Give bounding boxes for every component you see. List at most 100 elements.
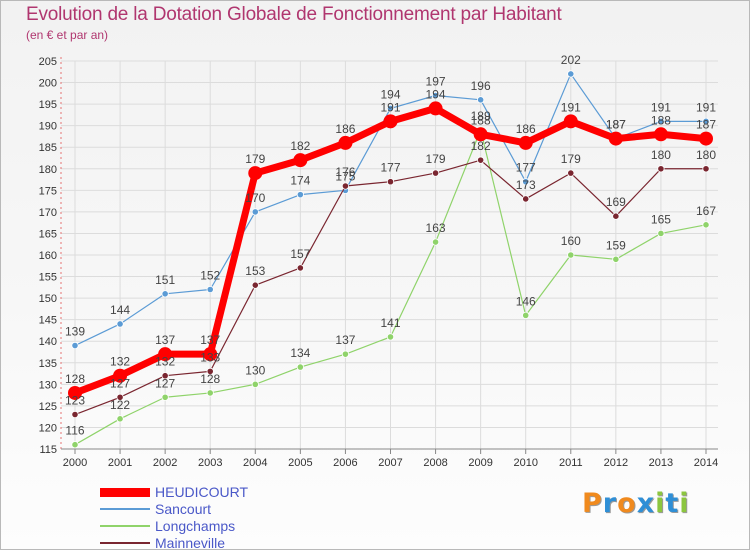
data-point bbox=[206, 285, 214, 294]
y-tick-label: 180 bbox=[39, 164, 57, 176]
data-label: 191 bbox=[696, 100, 716, 114]
data-point bbox=[522, 195, 530, 203]
data-label: 139 bbox=[65, 325, 85, 339]
data-label: 137 bbox=[335, 333, 355, 347]
x-tick-label: 2013 bbox=[649, 457, 673, 469]
data-point bbox=[296, 264, 304, 272]
chart-subtitle: (en € et par an) bbox=[26, 28, 109, 42]
data-label: 144 bbox=[110, 303, 130, 317]
data-point bbox=[657, 165, 665, 173]
data-label: 194 bbox=[426, 87, 446, 101]
x-tick-label: 2004 bbox=[243, 457, 267, 469]
data-label: 189 bbox=[471, 109, 491, 123]
data-label: 186 bbox=[516, 122, 536, 136]
data-label: 182 bbox=[471, 139, 491, 153]
x-tick-label: 2003 bbox=[198, 457, 222, 469]
data-label: 169 bbox=[606, 195, 626, 209]
data-point bbox=[386, 104, 395, 113]
y-tick-label: 165 bbox=[39, 228, 57, 240]
series-heudicourt bbox=[68, 101, 713, 400]
data-point bbox=[702, 117, 710, 125]
legend-label: Sancourt bbox=[155, 501, 212, 517]
series-sancourt bbox=[71, 70, 710, 350]
data-point bbox=[522, 178, 530, 186]
data-point bbox=[206, 389, 214, 397]
data-point bbox=[428, 101, 443, 116]
data-point bbox=[71, 410, 79, 419]
data-label: 173 bbox=[516, 178, 536, 192]
data-point bbox=[431, 238, 440, 246]
y-tick-label: 170 bbox=[39, 207, 57, 219]
data-point bbox=[341, 182, 350, 190]
y-tick-label: 160 bbox=[39, 250, 57, 262]
x-tick-label: 2000 bbox=[63, 457, 87, 469]
data-label: 130 bbox=[245, 363, 265, 377]
y-tick-label: 120 bbox=[39, 422, 57, 434]
x-tick-label: 2001 bbox=[108, 457, 132, 469]
y-tick-label: 125 bbox=[39, 401, 57, 413]
x-tick-label: 2008 bbox=[423, 457, 447, 469]
data-point bbox=[431, 169, 440, 177]
y-tick-label: 205 bbox=[39, 56, 57, 68]
data-label: 188 bbox=[651, 113, 671, 127]
legend-swatch bbox=[100, 542, 150, 544]
data-label: 137 bbox=[200, 333, 220, 347]
y-tick-label: 150 bbox=[39, 293, 57, 305]
data-label: 160 bbox=[561, 234, 581, 248]
data-label: 177 bbox=[516, 161, 536, 175]
series-layer bbox=[68, 70, 713, 449]
y-tick-label: 200 bbox=[39, 78, 57, 90]
series-longchamps bbox=[71, 126, 710, 449]
data-point bbox=[116, 415, 124, 423]
x-tick-label: 2009 bbox=[468, 457, 492, 469]
data-point bbox=[116, 393, 124, 401]
legend-swatch bbox=[100, 525, 150, 527]
x-tick-label: 2010 bbox=[513, 457, 537, 469]
data-label: 133 bbox=[200, 350, 220, 364]
x-tick-label: 2007 bbox=[378, 457, 402, 469]
data-point bbox=[567, 251, 575, 259]
x-tick-label: 2002 bbox=[153, 457, 177, 469]
data-point bbox=[161, 290, 169, 298]
data-label: 187 bbox=[606, 118, 626, 132]
legend-label: HEUDICOURT bbox=[155, 484, 249, 500]
data-label: 191 bbox=[380, 100, 400, 114]
x-tick-label: 2006 bbox=[333, 457, 357, 469]
data-label: 123 bbox=[65, 394, 85, 408]
data-point bbox=[657, 117, 665, 125]
data-point bbox=[386, 333, 395, 341]
data-label: 191 bbox=[651, 100, 671, 114]
legend-label: Longchamps bbox=[155, 518, 236, 534]
chart-title: Evolution de la Dotation Globale de Fonc… bbox=[26, 4, 562, 25]
data-label: 165 bbox=[651, 212, 671, 226]
data-label: 177 bbox=[380, 161, 400, 175]
data-point bbox=[699, 131, 713, 146]
data-point bbox=[612, 212, 620, 220]
axes: 1151201251301351401451501551601651701751… bbox=[39, 56, 719, 469]
data-label: 187 bbox=[606, 118, 626, 132]
data-point bbox=[161, 393, 169, 401]
y-tick-label: 155 bbox=[39, 272, 57, 284]
data-label: 174 bbox=[290, 174, 310, 188]
data-label: 128 bbox=[65, 372, 85, 386]
data-label: 182 bbox=[290, 139, 310, 153]
x-tick-label: 2005 bbox=[288, 457, 312, 469]
data-point bbox=[518, 135, 533, 150]
data-label: 128 bbox=[200, 372, 220, 386]
data-label: 153 bbox=[245, 264, 265, 278]
data-label: 132 bbox=[155, 355, 175, 369]
y-tick-label: 145 bbox=[39, 315, 57, 327]
data-point bbox=[522, 311, 530, 319]
data-label: 194 bbox=[380, 87, 400, 101]
data-label: 175 bbox=[335, 169, 355, 183]
data-label: 176 bbox=[335, 165, 355, 179]
data-label: 134 bbox=[290, 346, 310, 360]
data-point bbox=[206, 367, 214, 375]
data-point bbox=[608, 131, 623, 146]
data-point bbox=[563, 114, 578, 129]
data-point bbox=[296, 363, 304, 371]
x-tick-label: 2014 bbox=[694, 457, 718, 469]
series-mainneville bbox=[71, 156, 710, 419]
